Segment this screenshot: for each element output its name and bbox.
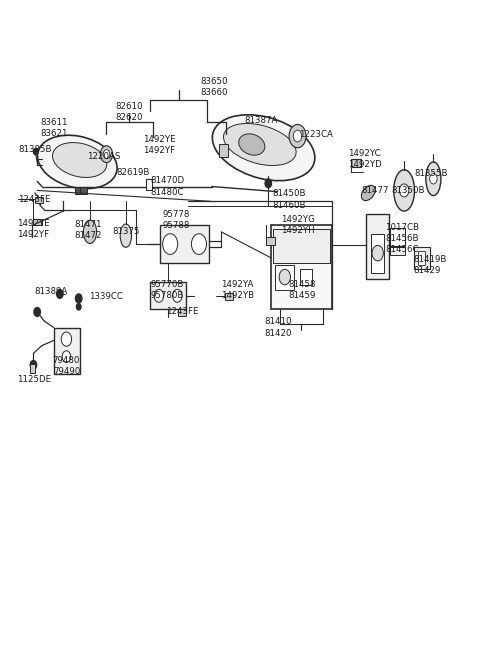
Text: 83650
83660: 83650 83660 <box>200 77 228 97</box>
Text: 81385B: 81385B <box>18 145 52 153</box>
Text: 81375: 81375 <box>112 227 140 236</box>
Text: 1492YA
1492YB: 1492YA 1492YB <box>221 280 254 300</box>
Bar <box>35 197 43 203</box>
Text: 95778
95788: 95778 95788 <box>163 210 190 230</box>
Bar <box>34 219 42 225</box>
Circle shape <box>30 360 36 369</box>
Ellipse shape <box>84 220 96 244</box>
Text: 81477: 81477 <box>362 186 389 195</box>
Bar <box>178 309 186 316</box>
Circle shape <box>75 294 82 303</box>
Ellipse shape <box>212 115 315 181</box>
Text: 1017CB
81456B
81456C: 1017CB 81456B 81456C <box>385 223 419 254</box>
Ellipse shape <box>52 143 107 178</box>
Bar <box>300 269 312 285</box>
Text: 1223CA: 1223CA <box>299 130 333 140</box>
Circle shape <box>279 269 290 285</box>
Text: 1220AS: 1220AS <box>87 152 120 161</box>
Text: 1339CC: 1339CC <box>89 292 123 301</box>
Ellipse shape <box>361 185 375 200</box>
Circle shape <box>430 174 437 184</box>
Ellipse shape <box>426 162 441 196</box>
Circle shape <box>100 146 113 162</box>
Bar <box>273 229 330 263</box>
Bar <box>390 248 405 255</box>
Ellipse shape <box>394 170 415 211</box>
Bar <box>366 214 389 279</box>
Text: 1492YE
1492YF: 1492YE 1492YF <box>17 219 50 239</box>
Text: 82619B: 82619B <box>117 168 150 177</box>
Bar <box>371 234 384 272</box>
Circle shape <box>103 149 110 159</box>
Circle shape <box>399 184 409 197</box>
Text: 81450B
81460B: 81450B 81460B <box>272 189 306 210</box>
Circle shape <box>154 290 164 302</box>
Bar <box>418 252 425 265</box>
Text: 1492YG
1492YH: 1492YG 1492YH <box>281 215 315 235</box>
Bar <box>54 328 80 374</box>
Text: 1492YC
1492YD: 1492YC 1492YD <box>348 149 381 169</box>
Bar <box>145 179 152 191</box>
Circle shape <box>34 149 38 155</box>
Bar <box>414 248 430 269</box>
Bar <box>150 282 186 309</box>
Text: 79480
79490: 79480 79490 <box>53 356 80 377</box>
Text: 95770B
95780B: 95770B 95780B <box>150 280 183 300</box>
Circle shape <box>163 234 178 254</box>
Circle shape <box>62 351 71 362</box>
Text: 81419B
81429: 81419B 81429 <box>414 255 447 276</box>
Bar <box>75 187 87 195</box>
Text: 1243FE: 1243FE <box>166 307 199 316</box>
Bar <box>266 237 276 245</box>
Bar <box>390 228 405 246</box>
Circle shape <box>57 290 63 299</box>
Text: 81355B: 81355B <box>415 169 448 178</box>
Text: 81350B: 81350B <box>391 186 424 195</box>
Bar <box>351 159 361 167</box>
Circle shape <box>172 290 182 302</box>
Text: 81389A: 81389A <box>35 287 68 296</box>
Bar <box>276 265 294 290</box>
Circle shape <box>293 130 302 142</box>
Text: 81471
81472: 81471 81472 <box>74 220 102 240</box>
Circle shape <box>372 246 384 261</box>
Circle shape <box>192 234 206 254</box>
Bar <box>225 293 233 301</box>
Circle shape <box>76 303 81 310</box>
Ellipse shape <box>224 124 296 166</box>
Text: 83611
83621: 83611 83621 <box>40 119 68 138</box>
Circle shape <box>289 124 306 148</box>
Text: 81470D
81480C: 81470D 81480C <box>150 176 184 196</box>
Bar <box>271 225 332 309</box>
Text: 1492YE
1492YF: 1492YE 1492YF <box>144 135 176 155</box>
Bar <box>30 364 35 373</box>
Text: 81458
81459: 81458 81459 <box>288 280 316 300</box>
Ellipse shape <box>120 224 132 248</box>
Text: 1243FE: 1243FE <box>18 195 51 204</box>
Bar <box>160 225 209 263</box>
Text: 1125DE: 1125DE <box>17 375 51 384</box>
Text: 81387A: 81387A <box>245 116 278 125</box>
Circle shape <box>265 179 272 188</box>
Circle shape <box>34 307 40 316</box>
Bar <box>219 145 228 157</box>
Text: 81410
81420: 81410 81420 <box>264 318 291 337</box>
Circle shape <box>61 332 72 346</box>
Ellipse shape <box>37 135 117 189</box>
Text: 82610
82620: 82610 82620 <box>115 102 143 122</box>
Ellipse shape <box>239 134 265 155</box>
